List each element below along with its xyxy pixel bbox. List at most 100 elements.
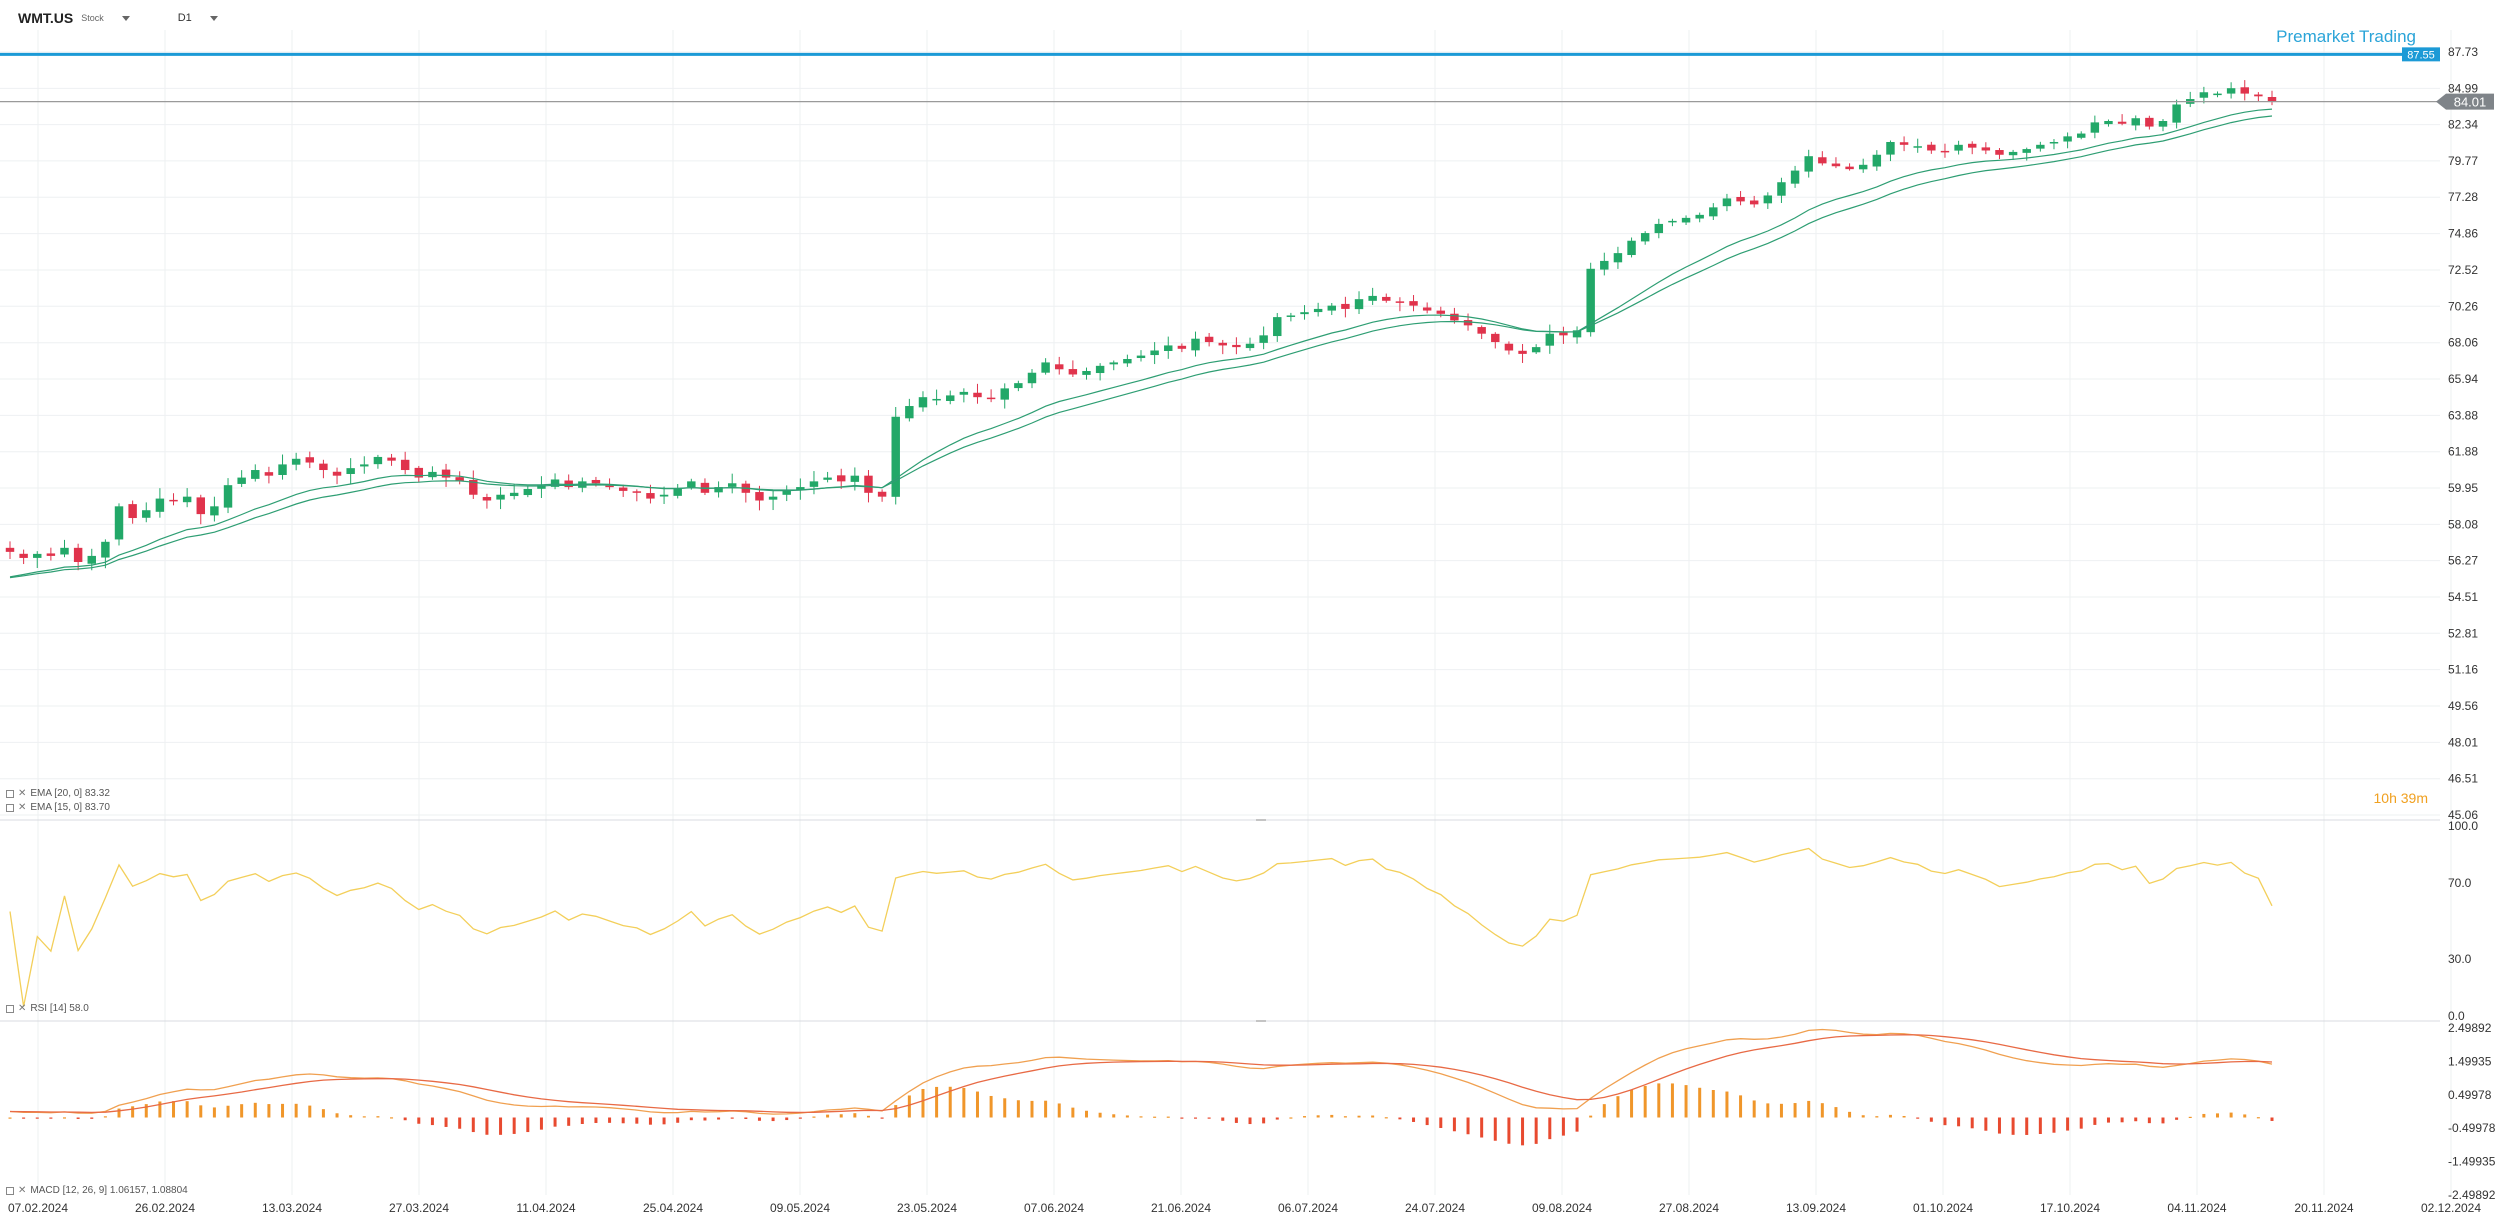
- date-tick-label: 02.12.2024: [2421, 1201, 2481, 1215]
- settings-icon[interactable]: [6, 1004, 14, 1013]
- candle: [482, 497, 492, 501]
- macd-histogram-bar: [2066, 1117, 2070, 1131]
- macd-histogram-bar: [185, 1101, 189, 1118]
- candle: [1259, 335, 1268, 343]
- candle: [714, 487, 723, 493]
- chart-grid: [0, 30, 2452, 1195]
- macd-histogram-bar: [2134, 1117, 2138, 1122]
- macd-histogram-bar: [2161, 1117, 2165, 1124]
- candle: [278, 464, 287, 475]
- rsi-tick-label: 70.0: [2448, 876, 2472, 890]
- macd-histogram-bar: [49, 1117, 53, 1119]
- candle: [755, 492, 764, 501]
- macd-histogram-bar: [757, 1117, 761, 1121]
- interval-selector[interactable]: D1: [177, 12, 192, 24]
- candle: [1709, 207, 1718, 217]
- symbol-name[interactable]: WMT.US: [18, 10, 74, 26]
- macd-histogram-bar: [539, 1117, 543, 1130]
- price-candles: [5, 80, 2277, 571]
- candle: [360, 464, 369, 467]
- candle: [1341, 303, 1350, 309]
- price-axis: 87.73 84.99 82.34 79.77 77.28 74.86 72.52 70.26…: [2448, 45, 2478, 822]
- ema-lines: [9, 108, 2273, 579]
- candle: [87, 555, 96, 564]
- macd-histogram-bar: [730, 1117, 734, 1119]
- candle: [1613, 253, 1623, 263]
- candle: [2158, 121, 2168, 127]
- macd-histogram-bar: [35, 1117, 39, 1119]
- macd-histogram-bar: [689, 1117, 693, 1121]
- settings-icon[interactable]: [6, 1186, 14, 1195]
- candle: [169, 499, 178, 502]
- macd-histogram-bar: [1766, 1103, 1770, 1118]
- price-tick-label: 65.94: [2448, 372, 2478, 386]
- legend-macd-text: MACD [12, 26, 9] 1.06157, 1.08804: [30, 1185, 188, 1196]
- price-tick-label: 82.34: [2448, 118, 2478, 132]
- close-icon[interactable]: ✕: [18, 1003, 27, 1014]
- close-icon[interactable]: ✕: [18, 802, 27, 813]
- price-tick-label: 59.95: [2448, 481, 2478, 495]
- settings-icon[interactable]: [6, 789, 14, 798]
- candle: [523, 488, 533, 496]
- legend-macd[interactable]: ✕ MACD [12, 26, 9] 1.06157, 1.08804: [6, 1185, 188, 1196]
- macd-histogram-bar: [1044, 1100, 1048, 1118]
- price-tick-label: 84.99: [2448, 81, 2478, 95]
- macd-histogram-bar: [390, 1117, 394, 1119]
- date-tick-label: 07.02.2024: [8, 1201, 68, 1215]
- macd-histogram-bar: [1916, 1117, 1920, 1119]
- candle: [836, 475, 846, 482]
- macd-histogram-bar: [471, 1117, 475, 1133]
- candle: [768, 496, 778, 500]
- candle: [19, 553, 28, 558]
- chart-toolbar: WMT.US Stock D1: [0, 0, 218, 36]
- macd-histogram-bar: [1984, 1117, 1988, 1131]
- candle: [1395, 301, 1405, 303]
- candle: [1981, 147, 1991, 151]
- close-icon[interactable]: ✕: [18, 788, 27, 799]
- macd-plot: [8, 1028, 2274, 1146]
- candle: [332, 471, 342, 476]
- legend-ema15[interactable]: ✕ EMA [15, 0] 83.70: [6, 802, 110, 813]
- legend-ema20[interactable]: ✕ EMA [20, 0] 83.32: [6, 788, 110, 799]
- macd-histogram-bar: [281, 1103, 285, 1118]
- candle: [1055, 364, 1064, 370]
- candle: [1845, 166, 1854, 170]
- macd-histogram-bar: [975, 1091, 979, 1118]
- macd-histogram-bar: [63, 1117, 67, 1119]
- candle: [1191, 338, 1200, 351]
- interval-dropdown-icon[interactable]: [209, 15, 218, 21]
- macd-histogram-bar: [362, 1116, 366, 1118]
- macd-histogram-bar: [553, 1117, 557, 1127]
- price-tick-label: 79.77: [2448, 154, 2478, 168]
- macd-tick-label: -0.49978: [2448, 1121, 2496, 1135]
- macd-histogram-bar: [294, 1103, 298, 1118]
- close-icon[interactable]: ✕: [18, 1185, 27, 1196]
- price-tick-label: 61.88: [2448, 445, 2478, 459]
- candle: [1041, 362, 1050, 373]
- legend-rsi[interactable]: ✕ RSI [14] 58.0: [6, 1003, 89, 1014]
- candle: [1000, 388, 1009, 400]
- date-tick-label: 27.03.2024: [389, 1201, 449, 1215]
- macd-histogram-bar: [2093, 1117, 2097, 1125]
- macd-histogram-bar: [1412, 1117, 1416, 1122]
- macd-tick-label: 0.49978: [2448, 1088, 2492, 1102]
- macd-histogram-bar: [212, 1107, 216, 1118]
- macd-tick-label: -2.49892: [2448, 1188, 2496, 1202]
- candle: [1463, 320, 1473, 326]
- candle: [1899, 142, 1909, 145]
- candle: [441, 469, 451, 478]
- candle: [455, 477, 464, 482]
- symbol-dropdown-icon[interactable]: [121, 15, 130, 21]
- macd-histogram-bar: [1221, 1117, 1225, 1121]
- macd-histogram-bar: [1248, 1117, 1252, 1125]
- date-tick-label: 17.10.2024: [2040, 1201, 2100, 1215]
- macd-histogram-bar: [594, 1117, 598, 1123]
- candle: [101, 541, 110, 558]
- settings-icon[interactable]: [6, 803, 14, 812]
- candle: [2008, 151, 2018, 156]
- candle: [1232, 344, 1241, 348]
- macd-histogram-bar: [1521, 1117, 1525, 1146]
- macd-histogram-bar: [1303, 1116, 1307, 1118]
- candle: [1518, 350, 1527, 354]
